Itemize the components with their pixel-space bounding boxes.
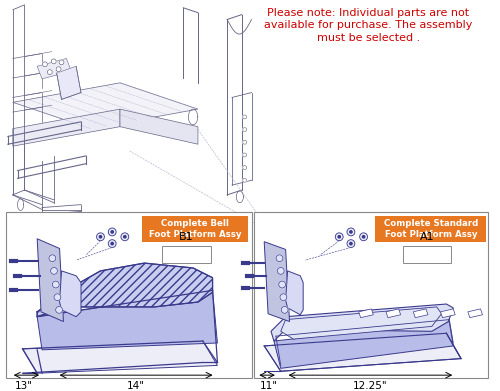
Circle shape	[100, 236, 102, 238]
Circle shape	[336, 233, 343, 241]
Bar	[162, 246, 210, 263]
Circle shape	[108, 240, 116, 248]
Circle shape	[96, 233, 104, 241]
Text: A1: A1	[420, 232, 434, 242]
Polygon shape	[386, 309, 400, 317]
Polygon shape	[264, 242, 289, 321]
Polygon shape	[37, 291, 218, 350]
Circle shape	[111, 242, 114, 245]
Bar	[254, 212, 488, 378]
Text: Complete Standard
Foot Platform Assy: Complete Standard Foot Platform Assy	[384, 219, 478, 239]
Circle shape	[111, 231, 114, 233]
Circle shape	[347, 228, 355, 236]
Polygon shape	[13, 109, 120, 146]
Polygon shape	[281, 307, 442, 339]
Circle shape	[59, 60, 64, 65]
Circle shape	[281, 307, 288, 313]
Circle shape	[108, 228, 116, 236]
Circle shape	[56, 67, 61, 72]
Polygon shape	[60, 271, 81, 317]
Bar	[142, 216, 248, 242]
Circle shape	[347, 240, 355, 248]
Circle shape	[243, 178, 246, 182]
Circle shape	[56, 307, 62, 313]
Polygon shape	[286, 271, 303, 315]
Circle shape	[278, 267, 284, 274]
Circle shape	[338, 236, 340, 238]
Circle shape	[52, 59, 56, 64]
Circle shape	[280, 294, 287, 301]
Bar	[376, 216, 486, 242]
Circle shape	[278, 281, 285, 288]
Text: Please note: Individual parts are not: Please note: Individual parts are not	[268, 8, 469, 18]
Circle shape	[350, 242, 352, 245]
Circle shape	[121, 233, 129, 241]
Text: 11": 11"	[260, 381, 278, 391]
Circle shape	[362, 236, 365, 238]
Polygon shape	[13, 83, 198, 129]
Polygon shape	[264, 333, 461, 371]
Circle shape	[42, 62, 48, 67]
Polygon shape	[37, 263, 212, 317]
Circle shape	[243, 166, 246, 170]
Circle shape	[243, 140, 246, 144]
Circle shape	[124, 236, 126, 238]
Text: 14": 14"	[126, 381, 144, 391]
Circle shape	[360, 233, 368, 241]
Circle shape	[50, 267, 58, 274]
Polygon shape	[440, 309, 455, 317]
Circle shape	[54, 294, 61, 301]
Polygon shape	[358, 309, 374, 317]
Polygon shape	[56, 66, 81, 99]
Circle shape	[48, 70, 52, 75]
Polygon shape	[22, 341, 218, 373]
Circle shape	[243, 115, 246, 119]
Text: available for purchase. The assembly: available for purchase. The assembly	[264, 20, 472, 30]
Polygon shape	[274, 321, 453, 368]
Bar	[402, 246, 452, 263]
Circle shape	[49, 255, 56, 262]
Circle shape	[350, 231, 352, 233]
Circle shape	[243, 127, 246, 131]
Polygon shape	[37, 239, 64, 321]
Polygon shape	[37, 59, 72, 79]
Polygon shape	[468, 309, 482, 317]
Bar	[6, 212, 252, 378]
Circle shape	[243, 153, 246, 157]
Polygon shape	[271, 304, 453, 341]
Text: Complete Bell
Foot Platform Assy: Complete Bell Foot Platform Assy	[149, 219, 242, 239]
Text: must be selected .: must be selected .	[317, 33, 420, 43]
Circle shape	[52, 281, 59, 288]
Text: 13": 13"	[14, 381, 32, 391]
Text: 12.25": 12.25"	[353, 381, 388, 391]
Text: B1: B1	[179, 232, 194, 242]
Polygon shape	[120, 109, 198, 144]
Circle shape	[276, 255, 283, 262]
Polygon shape	[414, 309, 428, 317]
